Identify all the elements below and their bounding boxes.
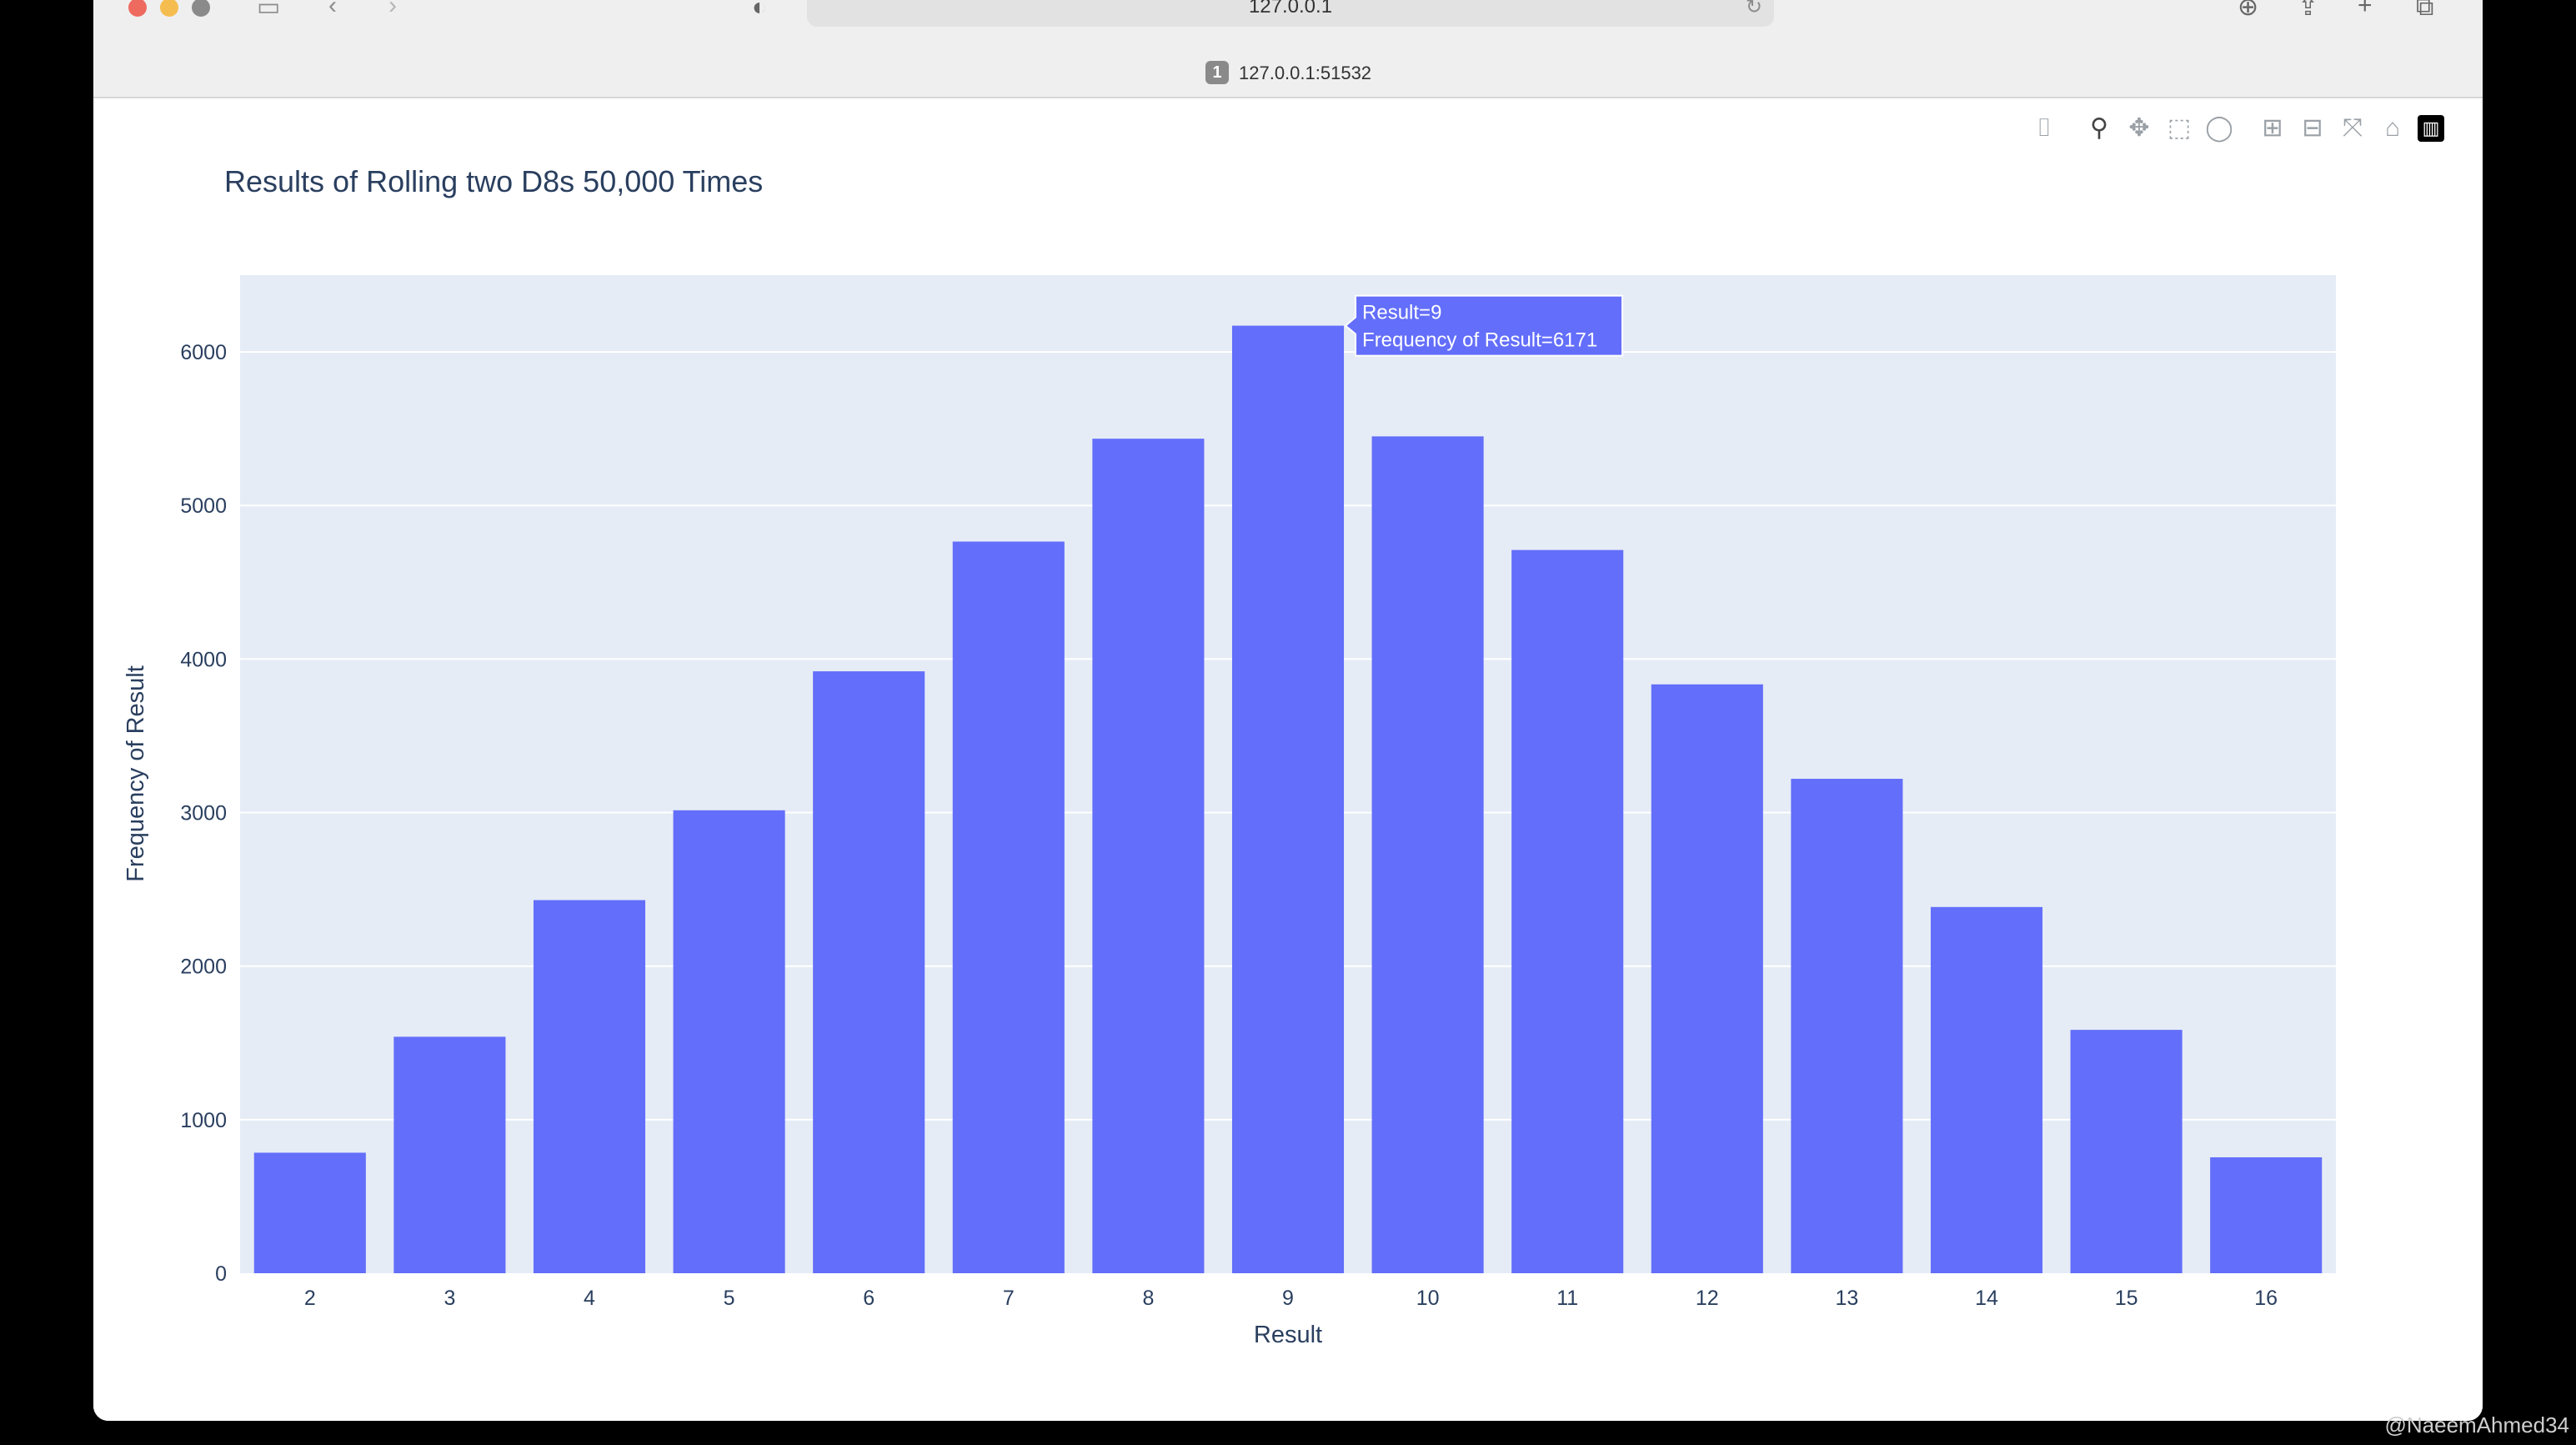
back-icon[interactable]: ‹ (328, 0, 337, 19)
browser-window: ▭ ‹ › ◐ 127.0.0.1 ↻ ⊕ ⇪ + ⧉ 1 127.0.0.1:… (93, 0, 2483, 1421)
bar-chart: Results of Rolling two D8s 50,000 Times … (123, 164, 2336, 1348)
address-text: 127.0.0.1 (1248, 0, 1333, 18)
bar-10[interactable] (1371, 436, 1484, 1273)
bar-4[interactable] (533, 900, 646, 1273)
x-tick-label: 10 (1416, 1287, 1440, 1310)
x-tick-label: 9 (1282, 1287, 1294, 1310)
hover-tooltip-line2: Frequency of Result=6171 (1362, 329, 1597, 352)
bar-9[interactable] (1231, 325, 1345, 1273)
chart-title: Results of Rolling two D8s 50,000 Times (224, 164, 763, 198)
bar-8[interactable] (1092, 439, 1205, 1273)
tab-number-badge: 1 (1205, 61, 1229, 84)
maximize-window-button[interactable] (192, 0, 210, 17)
x-axis-label: Result (1254, 1322, 1322, 1348)
sidebar-toggle-icon[interactable]: ▭ (257, 0, 281, 21)
bar-3[interactable] (393, 1036, 506, 1273)
x-axis-ticks: 2 3 4 5 6 7 8 9 10 11 12 13 14 15 16 (304, 1287, 2278, 1310)
tab-title[interactable]: 127.0.0.1:51532 (1239, 63, 1372, 83)
y-tick-label: 6000 (180, 341, 227, 364)
bar-6[interactable] (813, 671, 925, 1273)
x-tick-label: 12 (1696, 1287, 1719, 1310)
zoom-in-icon[interactable]: ⊞ (2262, 114, 2283, 142)
bar-13[interactable] (1791, 779, 1903, 1273)
page-content: ⌷ ⚲ ✥ ⬚ ◯ ⊞ ⊟ ⤧ ⌂ ▥ Results of Rolling t… (93, 98, 2483, 1421)
y-tick-label: 2000 (180, 956, 227, 979)
y-axis-label: Frequency of Result (123, 665, 149, 882)
hover-tooltip-line1: Result=9 (1362, 302, 1441, 324)
x-tick-label: 8 (1142, 1287, 1154, 1310)
privacy-shield-icon[interactable]: ◐ (752, 0, 768, 21)
zoom-out-icon[interactable]: ⊟ (2302, 114, 2323, 142)
x-tick-label: 3 (444, 1287, 455, 1310)
bar-14[interactable] (1930, 906, 2043, 1273)
bar-2[interactable] (253, 1152, 366, 1273)
tab-overview-icon[interactable]: ⧉ (2416, 0, 2434, 21)
downloads-icon[interactable]: ⊕ (2238, 0, 2259, 21)
bar-5[interactable] (673, 810, 785, 1273)
forward-icon[interactable]: › (388, 0, 397, 19)
address-bar[interactable]: 127.0.0.1 ↻ (807, 0, 1774, 27)
hover-tooltip: Result=9 Frequency of Result=6171 (1344, 294, 1624, 357)
y-tick-label: 3000 (180, 802, 227, 825)
bar-11[interactable] (1511, 549, 1624, 1273)
hover-tooltip-box (1344, 294, 1624, 357)
x-tick-label: 13 (1835, 1287, 1858, 1310)
bar-7[interactable] (952, 541, 1065, 1273)
x-tick-label: 14 (1975, 1287, 1998, 1310)
x-tick-label: 16 (2254, 1287, 2278, 1310)
zoom-icon[interactable]: ⚲ (2090, 114, 2108, 142)
x-tick-label: 4 (584, 1287, 595, 1310)
camera-icon[interactable]: ⌷ (2037, 114, 2052, 142)
x-tick-label: 15 (2115, 1287, 2138, 1310)
browser-toolbar: ▭ ‹ › ◐ 127.0.0.1 ↻ ⊕ ⇪ + ⧉ 1 127.0.0.1:… (93, 0, 2483, 98)
bar-12[interactable] (1651, 684, 1763, 1273)
share-icon[interactable]: ⇪ (2298, 0, 2319, 21)
x-tick-label: 7 (1003, 1287, 1015, 1310)
bar-16[interactable] (2210, 1157, 2323, 1273)
y-tick-label: 1000 (180, 1109, 227, 1132)
watermark: @NaeemAhmed34 (2384, 1412, 2569, 1437)
bar-15[interactable] (2070, 1030, 2183, 1273)
bars-group (253, 325, 2323, 1273)
reset-axes-icon[interactable]: ⌂ (2384, 114, 2401, 142)
box-select-icon[interactable]: ⬚ (2167, 114, 2192, 142)
reload-icon[interactable]: ↻ (1745, 0, 1762, 18)
minimize-window-button[interactable] (160, 0, 178, 17)
pan-icon[interactable]: ✥ (2128, 114, 2150, 142)
autoscale-icon[interactable]: ⤧ (2343, 114, 2363, 142)
plotly-logo-icon[interactable]: ▥ (2418, 115, 2444, 142)
y-tick-label: 5000 (180, 494, 227, 518)
y-tick-label: 4000 (180, 648, 227, 671)
y-axis-ticks: 0 1000 2000 3000 4000 5000 6000 (180, 341, 227, 1286)
new-tab-icon[interactable]: + (2358, 0, 2373, 19)
y-tick-label: 0 (215, 1262, 227, 1286)
x-tick-label: 2 (304, 1287, 316, 1310)
lasso-icon[interactable]: ◯ (2205, 114, 2233, 142)
close-window-button[interactable] (128, 0, 147, 17)
x-tick-label: 11 (1556, 1287, 1578, 1310)
x-tick-label: 6 (863, 1287, 875, 1310)
x-tick-label: 5 (724, 1287, 735, 1310)
